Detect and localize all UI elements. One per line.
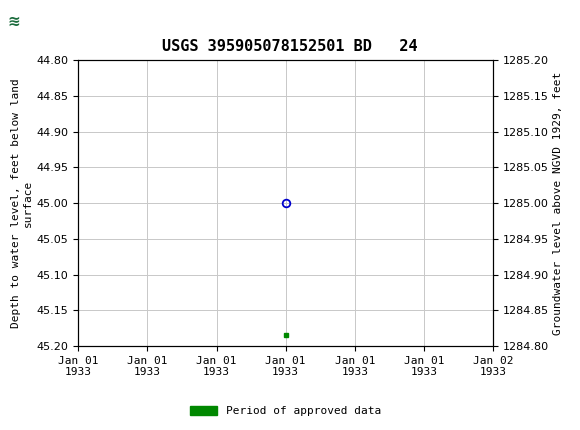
Y-axis label: Depth to water level, feet below land
surface: Depth to water level, feet below land su…	[11, 78, 32, 328]
Text: USGS 395905078152501 BD   24: USGS 395905078152501 BD 24	[162, 39, 418, 54]
Legend: Period of approved data: Period of approved data	[185, 401, 386, 421]
Text: USGS: USGS	[55, 12, 99, 31]
Y-axis label: Groundwater level above NGVD 1929, feet: Groundwater level above NGVD 1929, feet	[553, 71, 563, 335]
Text: ≋: ≋	[8, 14, 20, 29]
Bar	[6, 4, 49, 41]
